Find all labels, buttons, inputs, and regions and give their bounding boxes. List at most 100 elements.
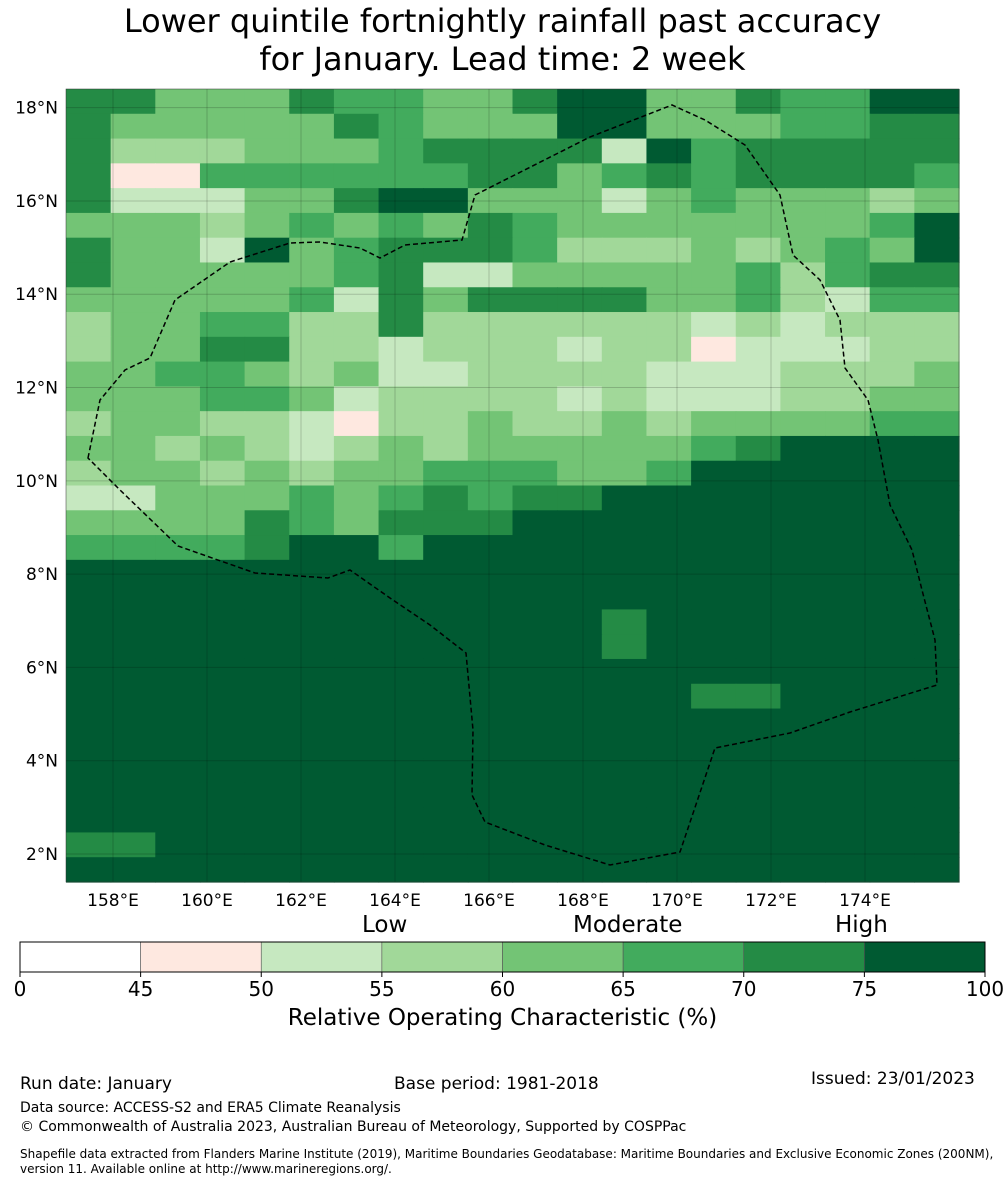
grid-cell — [646, 361, 692, 387]
grid-cell — [691, 658, 737, 685]
grid-cell — [869, 435, 915, 462]
grid-cell — [691, 634, 737, 660]
grid-cell — [333, 559, 380, 586]
grid-cell — [780, 188, 826, 214]
grid-cell — [66, 336, 112, 363]
grid-cell — [333, 312, 380, 338]
grid-cell — [289, 435, 335, 462]
grid-cell — [244, 782, 290, 809]
grid-cell — [557, 262, 603, 288]
grid-cell — [557, 535, 603, 561]
grid-cell — [289, 411, 335, 437]
grid-cell — [735, 535, 781, 561]
grid-cell — [378, 609, 424, 635]
grid-cell — [244, 658, 290, 685]
grid-cell — [199, 535, 246, 561]
grid-cell — [110, 758, 156, 784]
grid-cell — [333, 658, 380, 685]
grid-cell — [289, 733, 335, 759]
grid-cell — [333, 212, 380, 239]
grid-cell — [646, 386, 692, 412]
grid-cell — [378, 89, 424, 115]
grid-cell — [423, 485, 469, 511]
grid-cell — [110, 89, 156, 115]
roc-grid — [66, 89, 960, 883]
colorbar-tick-label: 100 — [966, 977, 1004, 1001]
grid-cell — [244, 386, 290, 412]
grid-cell — [869, 782, 915, 809]
grid-cell — [735, 733, 781, 759]
grid-cell — [378, 188, 424, 214]
grid-cell — [869, 584, 915, 611]
grid-cell — [378, 708, 424, 734]
grid-cell — [155, 336, 201, 363]
grid-cell — [646, 237, 692, 264]
grid-cell — [467, 584, 514, 611]
grid-cell — [780, 559, 826, 586]
grid-cell — [512, 411, 558, 437]
grid-cell — [512, 89, 558, 115]
grid-cell — [423, 857, 469, 883]
grid-cell — [825, 386, 871, 412]
grid-cell — [735, 782, 781, 809]
grid-cell — [66, 386, 112, 412]
lon-tick-label: 172°E — [745, 891, 797, 911]
grid-cell — [378, 634, 424, 660]
grid-cell — [780, 237, 826, 264]
grid-cell — [914, 559, 960, 586]
grid-cell — [825, 609, 871, 635]
grid-cell — [601, 287, 648, 313]
grid-cell — [557, 782, 603, 809]
grid-cell — [735, 287, 781, 313]
grid-cell — [467, 683, 514, 710]
grid-cell — [825, 460, 871, 487]
grid-cell — [199, 138, 246, 164]
grid-cell — [378, 163, 424, 189]
grid-cell — [825, 89, 871, 115]
grid-cell — [512, 336, 558, 363]
grid-cell — [557, 634, 603, 660]
grid-cell — [66, 535, 112, 561]
grid-cell — [512, 535, 558, 561]
grid-cell — [155, 113, 201, 140]
grid-cell — [244, 89, 290, 115]
grid-cell — [646, 485, 692, 511]
grid-cell — [869, 336, 915, 363]
grid-cell — [646, 163, 692, 189]
shapefile-credit: Shapefile data extracted from Flanders M… — [20, 1147, 993, 1177]
grid-cell — [512, 807, 558, 834]
grid-cell — [110, 163, 156, 189]
grid-cell — [467, 460, 514, 487]
grid-cell — [244, 683, 290, 710]
grid-cell — [601, 386, 648, 412]
grid-cell — [601, 460, 648, 487]
grid-cell — [780, 435, 826, 462]
grid-cell — [735, 138, 781, 164]
grid-cell — [691, 312, 737, 338]
grid-cell — [914, 138, 960, 164]
grid-cell — [289, 634, 335, 660]
colorbar-segment — [260, 941, 383, 973]
grid-cell — [199, 163, 246, 189]
grid-cell — [914, 113, 960, 140]
grid-cell — [601, 485, 648, 511]
colorbar-tick-label: 70 — [731, 977, 756, 1001]
grid-cell — [914, 485, 960, 511]
grid-cell — [467, 212, 514, 239]
grid-cell — [199, 782, 246, 809]
grid-cell — [914, 807, 960, 834]
grid-cell — [155, 435, 201, 462]
colorbar-tick-label: 75 — [852, 977, 877, 1001]
grid-cell — [646, 683, 692, 710]
grid-cell — [646, 188, 692, 214]
grid-cell — [110, 262, 156, 288]
grid-cell — [557, 89, 603, 115]
grid-cell — [66, 485, 112, 511]
grid-cell — [66, 634, 112, 660]
colorbar-tick-label: 65 — [610, 977, 635, 1001]
grid-cell — [467, 113, 514, 140]
grid-cell — [378, 411, 424, 437]
grid-cell — [110, 138, 156, 164]
grid-cell — [244, 832, 290, 858]
